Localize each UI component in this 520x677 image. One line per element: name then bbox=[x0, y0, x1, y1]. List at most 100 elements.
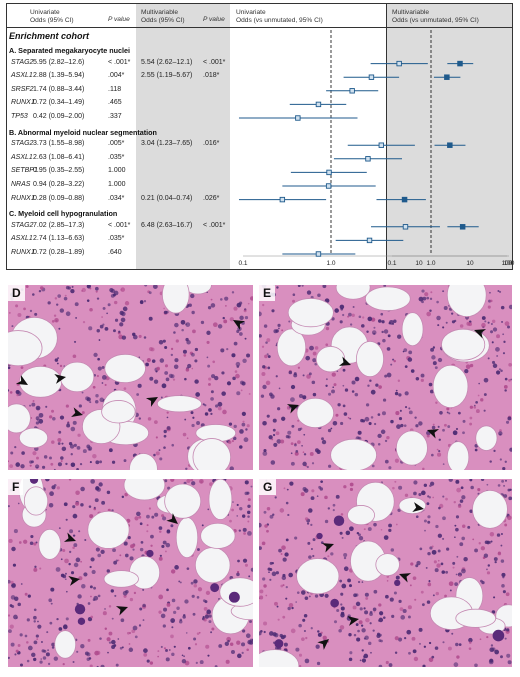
gene-cell: STAG2 bbox=[11, 140, 34, 148]
univariate-pvalue-cell: .034* bbox=[108, 194, 125, 202]
multivariable-pvalue-cell: .026* bbox=[203, 194, 220, 202]
univariate-pvalue-cell: .337 bbox=[108, 113, 122, 120]
axis-tick-label: 10 bbox=[415, 260, 423, 267]
panel-label-e: E bbox=[259, 285, 276, 301]
axis-tick-label: 100 bbox=[501, 260, 513, 267]
odds-marker bbox=[444, 74, 450, 80]
odds-marker bbox=[315, 251, 322, 257]
gene-cell: ASXL1 bbox=[11, 72, 33, 80]
odds-marker bbox=[368, 74, 375, 80]
gene-cell: STAG2 bbox=[11, 221, 34, 229]
univariate-odds-cell: 0.72 (0.34–1.49) bbox=[33, 99, 85, 107]
multivariable-pvalue-cell: < .001* bbox=[203, 221, 226, 229]
arrowhead-marker bbox=[68, 575, 80, 586]
univariate-pvalue-cell: .004* bbox=[108, 72, 125, 80]
axis-tick-label: 0.1 bbox=[387, 260, 397, 267]
univariate-pvalue-cell: .640 bbox=[108, 249, 122, 256]
univariate-odds-cell: 2.63 (1.08–6.41) bbox=[33, 153, 85, 161]
odds-marker bbox=[366, 237, 373, 244]
multivariable-column-shade bbox=[136, 3, 230, 270]
axis-tick-label: 1.0 bbox=[326, 260, 336, 267]
gene-cell: TP53 bbox=[11, 113, 28, 120]
arrowhead-marker bbox=[71, 407, 83, 417]
multivariable-pvalue-cell: .018* bbox=[203, 72, 220, 80]
header-multivariable: Multivariable Odds (95% CI) bbox=[141, 9, 185, 24]
arrowhead-marker bbox=[115, 606, 128, 616]
odds-marker bbox=[402, 224, 409, 230]
odds-marker bbox=[295, 115, 301, 121]
odds-marker bbox=[349, 88, 355, 94]
odds-marker bbox=[325, 183, 332, 189]
multivariable-odds-cell: 0.21 (0.04–0.74) bbox=[141, 194, 193, 202]
univariate-odds-cell: 7.02 (2.85–17.3) bbox=[33, 221, 85, 229]
univariate-pvalue-cell: 1.000 bbox=[108, 167, 126, 175]
arrowhead-marker bbox=[399, 573, 412, 583]
fat-vacuoles bbox=[18, 479, 253, 659]
univariate-pvalue-cell: .005* bbox=[108, 140, 125, 148]
header-pvalue-1: P value bbox=[108, 16, 130, 23]
axis-tick-label: 0.1 bbox=[238, 260, 248, 267]
gene-cell: ASXL1 bbox=[11, 153, 33, 161]
gene-cell: RUNX1 bbox=[11, 249, 35, 256]
table-frame bbox=[6, 3, 513, 270]
panel-label-g: G bbox=[259, 479, 277, 495]
fat-vacuoles bbox=[276, 285, 498, 470]
odds-marker bbox=[401, 196, 408, 203]
histology-image-f bbox=[8, 479, 253, 667]
univariate-odds-cell: 0.28 (0.09–0.88) bbox=[33, 194, 85, 202]
univariate-odds-cell: 5.95 (2.82–12.6) bbox=[33, 58, 85, 66]
odds-marker bbox=[396, 60, 402, 67]
histology-image-g bbox=[259, 479, 512, 667]
header-univariate: Univariate Odds (95% CI) bbox=[30, 9, 74, 24]
multivariable-odds-cell: 6.48 (2.63–16.7) bbox=[141, 221, 193, 229]
forest-divider bbox=[386, 3, 387, 270]
univariate-odds-cell: 0.42 (0.09–2.00) bbox=[33, 113, 85, 120]
fat-vacuoles bbox=[8, 285, 237, 470]
univariate-pvalue-cell: .035* bbox=[108, 235, 125, 243]
header-pvalue-2: P value bbox=[203, 16, 225, 23]
cohort-title: Enrichment cohort bbox=[9, 31, 90, 41]
axis-tick-label: 1.0 bbox=[426, 260, 436, 267]
arrowhead-marker bbox=[338, 356, 351, 366]
univariate-odds-cell: 2.88 (1.39–5.94) bbox=[33, 72, 85, 80]
univariate-odds-cell: 2.74 (1.13–6.63) bbox=[33, 235, 85, 243]
histology-panel-e: E bbox=[259, 285, 512, 470]
univariate-odds-cell: 3.73 (1.55–8.98) bbox=[33, 140, 85, 148]
multivariable-odds-cell: 3.04 (1.23–7.65) bbox=[141, 140, 193, 148]
section-title: C. Myeloid cell hypogranulation bbox=[9, 209, 118, 219]
odds-marker bbox=[326, 169, 332, 176]
section-title: A. Separated megakaryocyte nuclei bbox=[9, 46, 131, 55]
panel-label-d: D bbox=[8, 285, 25, 301]
histology-image-e bbox=[259, 285, 512, 470]
megakaryocytes bbox=[274, 515, 505, 649]
arrowhead-marker bbox=[63, 532, 76, 542]
gene-cell: STAG2 bbox=[11, 58, 34, 66]
univariate-pvalue-cell: .465 bbox=[108, 99, 122, 107]
univariate-odds-cell: 0.72 (0.28–1.89) bbox=[33, 249, 85, 256]
arrowhead-marker bbox=[317, 639, 329, 650]
univariate-odds-cell: 0.95 (0.35–2.55) bbox=[33, 167, 85, 175]
arrowhead-marker bbox=[54, 373, 66, 384]
forest-plot bbox=[238, 30, 509, 257]
section-title: B. Abnormal myeloid nuclear segmentation bbox=[9, 127, 157, 137]
header-forest-univariate: Univariate Odds (vs unmutated, 95% CI) bbox=[236, 9, 323, 24]
odds-marker bbox=[279, 196, 286, 203]
odds-marker bbox=[457, 60, 463, 67]
arrowhead-marker bbox=[145, 397, 158, 407]
megakaryocytes bbox=[29, 479, 240, 626]
gene-cell: RUNX1 bbox=[11, 194, 35, 202]
gene-cell: RUNX1 bbox=[11, 99, 35, 107]
histology-image-d bbox=[8, 285, 253, 470]
arrowhead-marker bbox=[347, 615, 359, 626]
univariate-pvalue-cell: .035* bbox=[108, 153, 125, 161]
odds-marker bbox=[315, 101, 322, 108]
histology-panel-g: G bbox=[259, 479, 512, 667]
univariate-pvalue-cell: .118 bbox=[108, 85, 122, 93]
arrowhead-marker bbox=[321, 543, 334, 553]
histology-panel-d: D bbox=[8, 285, 253, 470]
axis-tick-label: 10 bbox=[466, 260, 474, 267]
gene-cell: SETBP1 bbox=[11, 167, 38, 175]
gene-cell: SRSF2 bbox=[11, 85, 34, 93]
univariate-pvalue-cell: < .001* bbox=[108, 58, 131, 66]
axis-tick-label: 100 bbox=[503, 260, 515, 267]
